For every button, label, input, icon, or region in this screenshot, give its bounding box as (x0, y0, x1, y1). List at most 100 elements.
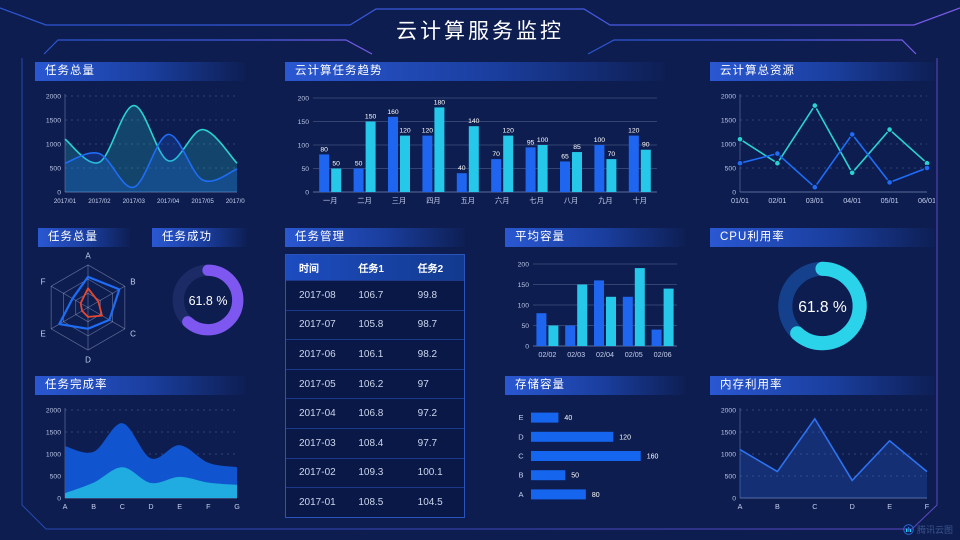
table-cell: 2017-02 (299, 467, 336, 479)
svg-text:80: 80 (592, 492, 600, 499)
svg-text:0: 0 (732, 496, 736, 503)
svg-text:0: 0 (57, 496, 61, 503)
table-row: 2017-08 106.7 99.8 (286, 280, 464, 310)
svg-text:02/01: 02/01 (768, 196, 786, 205)
svg-text:61.8 %: 61.8 % (798, 299, 847, 316)
svg-text:2017/03: 2017/03 (123, 198, 146, 205)
svg-text:50: 50 (355, 161, 363, 168)
table-cell: 97.7 (417, 437, 438, 449)
svg-text:120: 120 (422, 128, 434, 135)
svg-text:四月: 四月 (426, 196, 440, 205)
svg-text:D: D (148, 502, 153, 511)
svg-text:150: 150 (298, 119, 310, 126)
svg-text:2017/04: 2017/04 (157, 198, 180, 205)
table-cell: 106.2 (358, 378, 384, 390)
table-cell: 108.4 (358, 437, 384, 449)
svg-text:100: 100 (594, 137, 606, 144)
svg-text:F: F (206, 502, 211, 511)
svg-text:40: 40 (564, 415, 572, 422)
svg-text:E: E (177, 502, 182, 511)
svg-text:A: A (518, 490, 523, 499)
svg-text:A: A (738, 502, 743, 511)
svg-text:2000: 2000 (46, 94, 61, 101)
svg-text:500: 500 (50, 474, 62, 481)
table-cell: 108.5 (358, 496, 384, 508)
panel-title-cpu-usage: CPU利用率 (710, 228, 935, 247)
svg-text:02/06: 02/06 (654, 350, 672, 359)
svg-text:100: 100 (518, 303, 530, 310)
svg-text:2000: 2000 (46, 408, 61, 415)
table-cell: 104.5 (417, 496, 443, 508)
svg-text:九月: 九月 (598, 196, 612, 205)
svg-text:65: 65 (561, 153, 569, 160)
svg-text:85: 85 (573, 144, 581, 151)
table-cell: 97.2 (417, 408, 438, 420)
panel-title-task-total-line: 任务总量 (35, 62, 245, 81)
svg-text:D: D (518, 432, 524, 441)
panel-title-avg-capacity: 平均容量 (505, 228, 685, 247)
cpu-usage-donut: 61.8 % (710, 246, 935, 366)
svg-text:C: C (812, 502, 817, 511)
svg-text:50: 50 (571, 473, 579, 480)
svg-text:D: D (85, 355, 91, 363)
panel-title-task-trend: 云计算任务趋势 (285, 62, 665, 81)
task-table: 时间 任务1 任务2 2017-08 106.7 99.8 2017-07 105.8 98.7… (285, 254, 465, 518)
panel-title-task-completion: 任务完成率 (35, 376, 245, 395)
table-cell: 99.8 (417, 289, 438, 301)
panel-title-task-total-radar: 任务总量 (38, 228, 130, 247)
svg-text:150: 150 (365, 114, 377, 121)
table-cell: 2017-06 (299, 348, 336, 360)
svg-text:40: 40 (458, 165, 466, 172)
svg-text:0: 0 (305, 190, 309, 197)
svg-text:02/04: 02/04 (596, 350, 614, 359)
svg-text:八月: 八月 (564, 196, 578, 205)
panel-title-total-resources: 云计算总资源 (710, 62, 935, 81)
table-row: 2017-04 106.8 97.2 (286, 398, 464, 428)
svg-text:一月: 一月 (323, 196, 337, 205)
svg-text:六月: 六月 (495, 196, 509, 205)
svg-text:200: 200 (298, 96, 310, 103)
svg-text:G: G (234, 502, 240, 511)
svg-text:180: 180 (434, 99, 446, 106)
svg-text:160: 160 (387, 109, 399, 116)
svg-text:02/02: 02/02 (538, 350, 556, 359)
tencent-cloud-chart-logo-icon (903, 524, 914, 535)
svg-text:90: 90 (642, 142, 650, 149)
total-resources-line-chart: 0 500 1000 1500 2000 01/01 02/01 03/01 04/01 05/0… (710, 84, 935, 208)
svg-text:95: 95 (527, 139, 535, 146)
task-completion-area-chart: 0 500 1000 1500 2000 A B C D E F G (35, 398, 245, 514)
table-row: 2017-01 108.5 104.5 (286, 487, 464, 517)
memory-usage-line-chart: 0 500 1000 1500 2000 A B C D E F (710, 398, 935, 514)
table-row: 2017-07 105.8 98.7 (286, 309, 464, 340)
svg-text:200: 200 (518, 262, 530, 269)
svg-text:05/01: 05/01 (881, 196, 899, 205)
avg-capacity-bar-chart: 0 50 100 150 200 02/02 02/03 02/04 02/05 02/06 (505, 250, 685, 362)
watermark-label: 腾讯云图 (916, 525, 953, 535)
task-success-donut: 61.8 % (160, 250, 256, 350)
svg-text:02/03: 02/03 (567, 350, 585, 359)
svg-text:120: 120 (619, 434, 631, 441)
table-cell: 106.1 (358, 348, 384, 360)
table-cell: 2017-04 (299, 408, 336, 420)
table-cell: 98.2 (417, 348, 438, 360)
svg-text:D: D (850, 502, 855, 511)
svg-text:120: 120 (503, 128, 515, 135)
svg-text:2017/05: 2017/05 (191, 198, 214, 205)
svg-text:1500: 1500 (721, 430, 736, 437)
svg-text:0: 0 (57, 190, 61, 197)
svg-text:500: 500 (725, 474, 737, 481)
watermark: 腾讯云图 (903, 523, 953, 536)
table-row: 2017-05 106.2 97 (286, 368, 464, 399)
svg-text:1500: 1500 (46, 118, 61, 125)
table-row: 2017-03 108.4 97.7 (286, 427, 464, 458)
table-cell: 105.8 (358, 319, 384, 331)
table-cell: 109.3 (358, 467, 384, 479)
svg-text:02/05: 02/05 (625, 350, 643, 359)
svg-text:1500: 1500 (46, 430, 61, 437)
svg-text:二月: 二月 (357, 196, 371, 205)
svg-text:C: C (130, 329, 136, 338)
svg-text:十月: 十月 (633, 196, 647, 205)
svg-text:120: 120 (399, 128, 411, 135)
svg-text:01/01: 01/01 (731, 196, 749, 205)
storage-hbar-chart: E 40 D 120 C 160 B 50 A 80 (505, 398, 685, 510)
